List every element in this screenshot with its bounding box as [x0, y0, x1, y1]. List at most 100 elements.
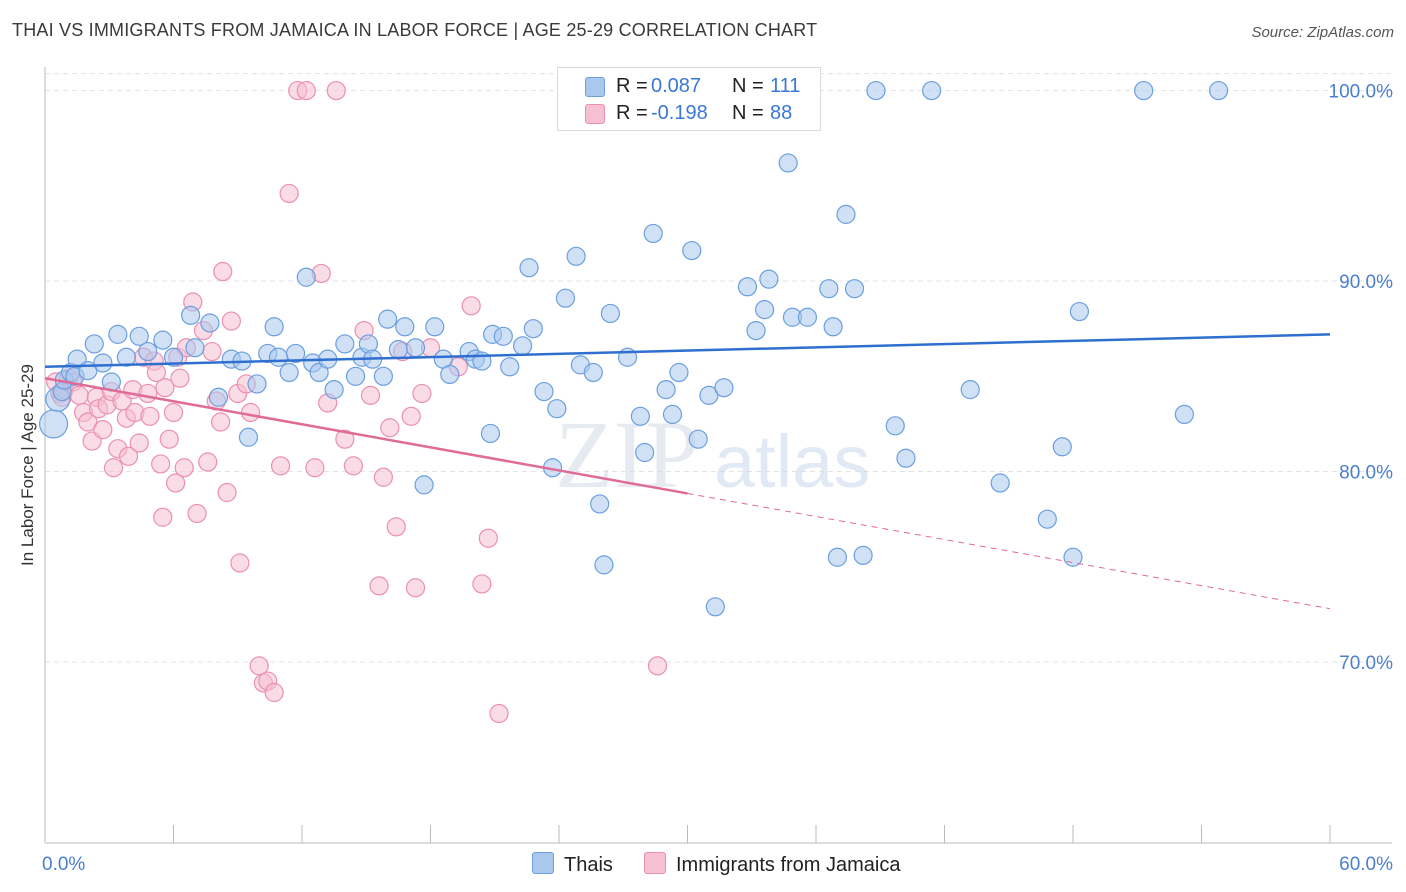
- thais-point: [116, 347, 136, 367]
- thais-point: [279, 362, 299, 383]
- thais-point: [378, 309, 398, 329]
- jamaica-point: [151, 454, 171, 474]
- jamaica-point: [380, 418, 400, 438]
- thais-point: [500, 357, 520, 377]
- thais-point: [590, 494, 610, 514]
- y-tick-label: 70.0%: [1339, 653, 1393, 674]
- jamaica-point: [198, 452, 218, 472]
- thais-point: [896, 448, 916, 468]
- thais-point: [373, 366, 393, 386]
- jamaica-point: [405, 578, 426, 598]
- thais-point: [643, 223, 663, 244]
- thais-point: [922, 80, 942, 101]
- thais-point: [737, 277, 758, 297]
- legend-r-label: R =: [616, 102, 648, 124]
- thais-point: [493, 326, 513, 346]
- thais-point: [844, 279, 865, 299]
- legend-swatch-thais: [532, 852, 554, 874]
- thais-point: [512, 336, 533, 356]
- jamaica-point: [217, 482, 237, 503]
- jamaica-point: [69, 385, 89, 405]
- jamaica-point: [138, 383, 158, 404]
- jamaica-point: [305, 458, 325, 478]
- jamaica-point: [412, 383, 432, 404]
- legend-n-value: 88: [770, 102, 793, 124]
- thais-point: [853, 545, 873, 565]
- thais-point: [866, 80, 886, 101]
- jamaica-trend-line: [44, 376, 688, 495]
- thais-point: [797, 307, 818, 327]
- jamaica-point: [241, 402, 261, 423]
- thais-point: [630, 406, 650, 426]
- thais-point: [345, 366, 366, 386]
- jamaica-point: [153, 507, 173, 527]
- thais-point: [823, 317, 843, 337]
- thais-point: [662, 404, 683, 425]
- thais-point: [238, 427, 259, 447]
- thais-point: [555, 288, 576, 308]
- watermark-atlas: atlas: [714, 420, 870, 503]
- legend-swatch-jamaica: [585, 104, 605, 124]
- jamaica-point: [270, 456, 291, 476]
- jamaica-point: [202, 341, 222, 362]
- legend-n-value: 111: [770, 75, 801, 97]
- axes: [44, 67, 1392, 844]
- thais-point: [335, 334, 355, 354]
- source-label: Source: ZipAtlas.com: [1251, 24, 1394, 41]
- thais-point: [960, 380, 980, 400]
- thais-point: [519, 258, 539, 278]
- thais-point: [138, 341, 158, 362]
- jamaica-point: [93, 420, 113, 440]
- thais-point: [1037, 509, 1057, 529]
- jamaica-point: [461, 296, 481, 316]
- thais-point: [268, 347, 289, 367]
- thais-point: [754, 300, 775, 320]
- thais-point: [990, 473, 1010, 493]
- x-tick-label: 0.0%: [42, 854, 85, 875]
- jamaica-point: [211, 412, 231, 432]
- thais-point: [181, 305, 201, 325]
- thais-point: [534, 381, 554, 402]
- jamaica-point: [221, 311, 241, 331]
- thais-point: [324, 380, 344, 400]
- thais-point: [669, 362, 689, 383]
- y-axis-label: In Labor Force | Age 25-29: [18, 364, 37, 566]
- jamaica-point: [230, 553, 250, 573]
- thais-point: [583, 362, 603, 383]
- jamaica-point: [264, 682, 284, 703]
- thais-point: [1174, 404, 1194, 425]
- thais-point: [414, 475, 434, 495]
- legend-swatch-jamaica: [644, 852, 666, 874]
- thais-point: [200, 313, 220, 333]
- jamaica-point: [163, 402, 184, 423]
- thais-point: [885, 416, 905, 436]
- thais-point: [682, 240, 702, 261]
- thais-point: [296, 267, 316, 287]
- thais-point: [208, 387, 229, 407]
- thais-point: [405, 338, 426, 358]
- trend-lines: [44, 333, 1331, 610]
- jamaica-point: [166, 473, 186, 493]
- legend-r-label: R =: [616, 75, 648, 97]
- thais-point: [309, 362, 329, 383]
- jamaica-point: [155, 378, 175, 398]
- thais-point: [480, 423, 501, 444]
- correlation-legend: R = 0.087 N = 111 R = -0.198 N = 88: [557, 67, 821, 131]
- jamaica-point: [386, 517, 406, 537]
- jamaica-point: [103, 458, 124, 478]
- thais-point: [836, 204, 856, 224]
- legend-row-thais: R = 0.087 N = 111: [558, 73, 820, 101]
- thais-point: [247, 374, 267, 394]
- jamaica-trend-line-extension: [687, 492, 1331, 610]
- thais-point: [1209, 80, 1229, 101]
- thais-point: [1069, 301, 1090, 322]
- thais-point: [108, 324, 128, 344]
- thais-point: [547, 399, 567, 419]
- jamaica-point: [326, 80, 346, 101]
- thais-point: [163, 347, 184, 367]
- thais-point: [1134, 80, 1154, 101]
- legend-row-jamaica: R = -0.198 N = 88: [558, 100, 820, 128]
- thais-point: [185, 338, 205, 358]
- legend-r-value: 0.087: [651, 75, 702, 97]
- y-tick-label: 100.0%: [1329, 82, 1394, 103]
